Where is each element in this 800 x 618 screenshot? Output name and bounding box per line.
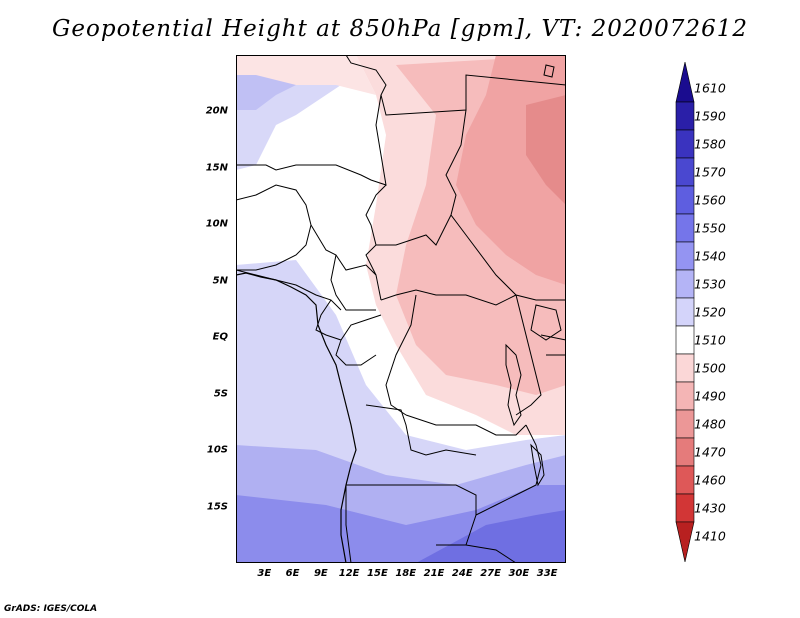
colorbar-cell	[675, 101, 695, 131]
lake-victoria	[530, 304, 562, 341]
lon-tick-label: 18E	[395, 568, 417, 579]
lon-tick-label: 6E	[285, 568, 300, 579]
lake-malawi	[530, 443, 545, 487]
lon-tick-label: 24E	[451, 568, 473, 579]
colorbar-cell	[675, 353, 695, 383]
colorbar-level-label: 1470	[694, 444, 726, 460]
colorbar-level-label: 1520	[694, 304, 726, 320]
colorbar-cell	[675, 381, 695, 411]
lon-tick-label: 3E	[257, 568, 272, 579]
colorbar-level-label: 1550	[694, 220, 726, 236]
map-frame	[236, 55, 566, 563]
colorbar-level-label: 1610	[694, 80, 726, 96]
lon-tick-label: 30E	[508, 568, 530, 579]
colorbar-cell	[675, 62, 695, 103]
colorbar	[675, 62, 695, 562]
colorbar-level-label: 1490	[694, 388, 726, 404]
colorbar-cell	[675, 269, 695, 299]
lon-tick-label: 27E	[480, 568, 501, 579]
colorbar-cell	[675, 157, 695, 187]
lon-tick-label: 33E	[536, 568, 558, 579]
lat-tick-label: 15N	[205, 162, 228, 174]
colorbar-cell	[675, 241, 695, 271]
colorbar-cell	[675, 185, 695, 215]
colorbar-cell	[675, 129, 695, 159]
lon-tick-label: 15E	[367, 568, 388, 579]
colorbar-cell	[675, 213, 695, 243]
colorbar-level-label: 1590	[694, 108, 726, 124]
colorbar-level-label: 1540	[694, 248, 726, 264]
lon-tick-label: 9E	[313, 568, 328, 579]
contour-1470	[526, 95, 566, 205]
colorbar-cell	[675, 409, 695, 439]
lat-tick-label: 10N	[205, 218, 228, 230]
colorbar-level-label: 1580	[694, 136, 726, 152]
footer-credit: GrADS: IGES/COLA	[4, 604, 98, 614]
colorbar-cell	[675, 521, 695, 562]
colorbar-cell	[675, 325, 695, 355]
lat-tick-label: 15S	[206, 501, 228, 513]
colorbar-level-label: 1480	[694, 416, 726, 432]
colorbar-level-label: 1510	[694, 332, 726, 348]
lon-tick-label: 12E	[338, 568, 360, 579]
geopotential-map	[236, 55, 566, 563]
colorbar-level-label: 1530	[694, 276, 726, 292]
lat-tick-label: 10S	[206, 444, 228, 456]
colorbar-level-label: 1570	[694, 164, 726, 180]
contour-1560	[416, 510, 566, 563]
lake-tanganyika	[505, 343, 522, 427]
page-title: Geopotential Height at 850hPa [gpm], VT:…	[52, 16, 748, 42]
lon-tick-label: 21E	[423, 568, 445, 579]
colorbar-level-label: 1460	[694, 472, 726, 488]
lat-tick-label: 5N	[212, 275, 228, 287]
lat-tick-label: EQ	[212, 331, 228, 343]
colorbar-level-label: 1410	[694, 528, 726, 544]
colorbar-level-label: 1500	[694, 360, 726, 376]
colorbar-cell	[675, 465, 695, 495]
coast-fragment-northeast	[543, 64, 555, 78]
colorbar-cell	[675, 493, 695, 523]
lat-tick-label: 20N	[205, 105, 228, 117]
contour-1500-northwest	[236, 55, 376, 95]
coastline	[236, 272, 357, 563]
lat-tick-label: 5S	[213, 388, 228, 400]
colorbar-cell	[675, 297, 695, 327]
country-borders	[236, 55, 566, 563]
map-panel	[236, 55, 566, 563]
colorbar-cell	[675, 437, 695, 467]
colorbar-level-label: 1560	[694, 192, 726, 208]
colorbar-level-label: 1430	[694, 500, 726, 516]
